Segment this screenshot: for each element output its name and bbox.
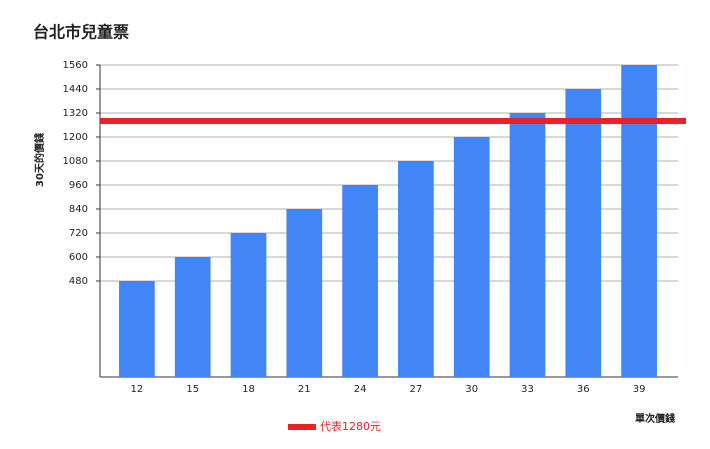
- x-tick-label: 27: [410, 384, 423, 395]
- legend-swatch: [288, 424, 316, 430]
- bar: [119, 281, 155, 377]
- y-tick-label: 720: [69, 228, 88, 239]
- x-tick-label: 36: [577, 384, 590, 395]
- bar: [621, 65, 657, 377]
- bar: [453, 137, 490, 377]
- chart-title: 台北市兒童票: [33, 23, 129, 42]
- x-tick-label: 12: [131, 384, 144, 395]
- x-tick-label: 30: [465, 384, 478, 395]
- y-tick-label: 1200: [63, 132, 88, 143]
- y-tick-label: 480: [69, 276, 88, 287]
- y-tick-label: 1560: [63, 60, 88, 71]
- x-tick-label: 33: [521, 384, 534, 395]
- y-tick-label: 1080: [63, 156, 88, 167]
- y-tick-label: 840: [69, 204, 88, 215]
- bar: [286, 209, 323, 377]
- bar: [342, 185, 378, 377]
- legend-label: 代表1280元: [320, 419, 381, 433]
- bar: [565, 89, 602, 377]
- bar: [230, 233, 267, 377]
- x-axis-title: 單次價錢: [635, 412, 675, 425]
- x-tick-label: 21: [298, 384, 311, 395]
- bar: [174, 257, 211, 377]
- x-tick-label: 18: [242, 384, 255, 395]
- y-axis-title: 30天的價錢: [33, 133, 46, 187]
- y-tick-label: 600: [69, 252, 88, 263]
- y-tick-label: 960: [69, 180, 88, 191]
- x-tick-label: 15: [186, 384, 199, 395]
- bar: [509, 113, 546, 377]
- y-tick-label: 1440: [63, 84, 88, 95]
- x-tick-label: 39: [633, 384, 646, 395]
- bar: [398, 161, 434, 377]
- x-tick-label: 24: [354, 384, 367, 395]
- y-tick-label: 1320: [63, 108, 88, 119]
